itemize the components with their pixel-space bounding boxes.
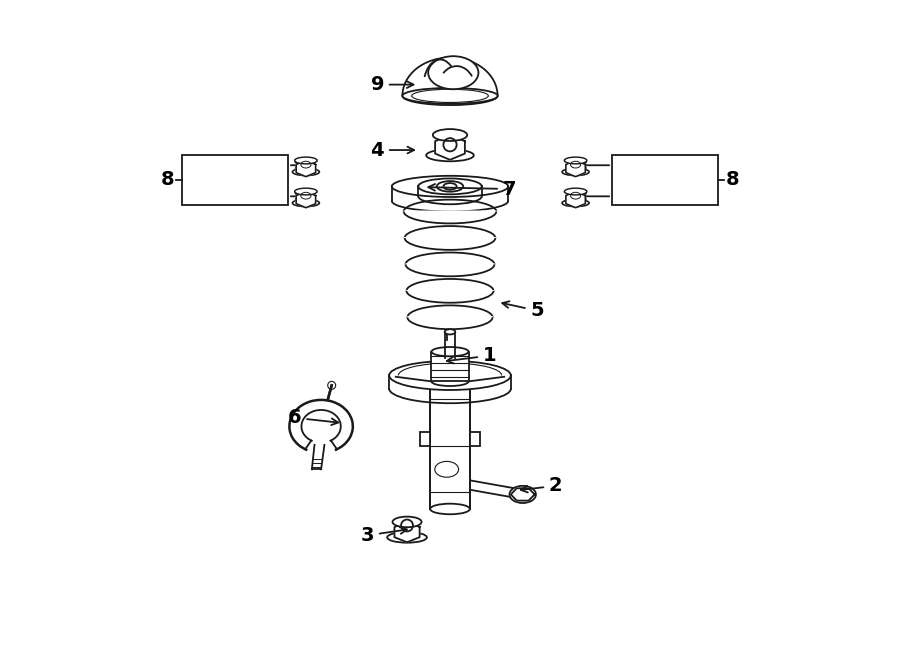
Ellipse shape <box>564 188 587 195</box>
Text: 1: 1 <box>446 346 497 365</box>
Text: 8: 8 <box>726 171 740 189</box>
Polygon shape <box>404 212 496 223</box>
Ellipse shape <box>431 347 469 356</box>
Ellipse shape <box>433 129 467 141</box>
Polygon shape <box>402 58 498 96</box>
Bar <box>470 432 480 446</box>
Polygon shape <box>407 291 493 303</box>
Polygon shape <box>392 176 508 212</box>
Text: 3: 3 <box>361 526 407 545</box>
Ellipse shape <box>562 169 590 176</box>
Ellipse shape <box>436 181 464 192</box>
Polygon shape <box>435 135 465 160</box>
Text: 2: 2 <box>521 477 562 495</box>
Ellipse shape <box>418 178 482 194</box>
Ellipse shape <box>430 504 470 514</box>
Polygon shape <box>406 264 494 276</box>
Polygon shape <box>566 192 585 208</box>
Polygon shape <box>463 479 524 499</box>
Polygon shape <box>511 488 535 500</box>
Bar <box>612 155 717 205</box>
Bar <box>430 389 470 509</box>
Bar <box>183 155 288 205</box>
Text: 6: 6 <box>288 408 338 427</box>
Polygon shape <box>389 361 511 389</box>
Text: 7: 7 <box>428 180 517 198</box>
Polygon shape <box>566 161 585 176</box>
Ellipse shape <box>402 87 498 105</box>
Ellipse shape <box>387 532 427 543</box>
Bar <box>420 432 430 446</box>
Polygon shape <box>408 317 492 329</box>
Ellipse shape <box>294 157 317 164</box>
Bar <box>431 352 469 381</box>
Ellipse shape <box>402 88 498 104</box>
Ellipse shape <box>509 486 536 503</box>
Ellipse shape <box>562 200 590 207</box>
Text: 9: 9 <box>371 75 413 94</box>
Ellipse shape <box>389 361 511 390</box>
Ellipse shape <box>392 517 421 527</box>
Ellipse shape <box>564 157 587 164</box>
Text: 4: 4 <box>371 141 414 159</box>
Text: 8: 8 <box>160 171 174 189</box>
Polygon shape <box>394 522 419 542</box>
Polygon shape <box>296 192 316 208</box>
Ellipse shape <box>427 149 473 161</box>
Polygon shape <box>296 161 316 176</box>
Ellipse shape <box>294 188 317 195</box>
Ellipse shape <box>445 329 455 334</box>
Ellipse shape <box>292 200 320 207</box>
Text: 5: 5 <box>502 301 544 320</box>
Ellipse shape <box>428 56 479 89</box>
Ellipse shape <box>392 176 508 197</box>
Polygon shape <box>405 238 495 250</box>
Ellipse shape <box>292 169 320 176</box>
